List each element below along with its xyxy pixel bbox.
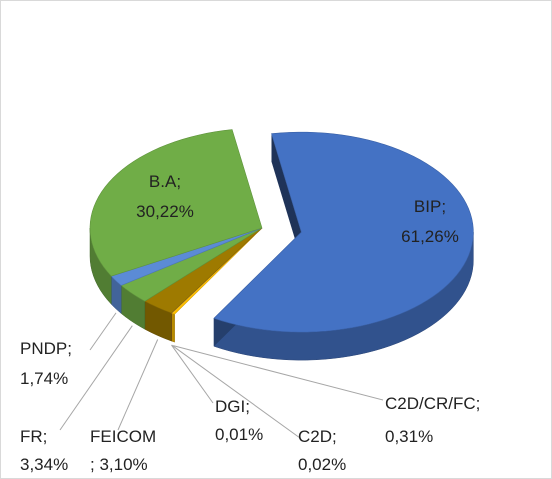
data-label: C2D/CR/FC; <box>385 394 480 413</box>
category-name: PNDP <box>20 339 67 358</box>
category-name: FEICOM <box>90 427 156 446</box>
label-separator: ; <box>332 427 337 446</box>
data-label: BIP; <box>414 197 446 216</box>
value-label: 61,26% <box>401 227 459 246</box>
data-label: C2D; <box>298 427 337 446</box>
slice <box>120 227 263 302</box>
label-separator: ; <box>43 427 48 446</box>
leader-line <box>173 345 384 401</box>
data-label: ; 3,10% <box>90 455 148 474</box>
slice <box>89 129 263 277</box>
category-name: DGI <box>215 397 245 416</box>
data-label: 30,22% <box>136 202 194 221</box>
category-name: C2D/CR/FC <box>385 394 476 413</box>
leader-line <box>59 325 133 431</box>
value-label: 30,22% <box>136 202 194 221</box>
data-label: 3,34% <box>20 455 68 474</box>
value-label: 3,34% <box>20 455 68 474</box>
data-label: 61,26% <box>401 227 459 246</box>
data-label: FEICOM <box>90 427 156 446</box>
data-label: 0,31% <box>385 427 433 446</box>
label-separator: ; <box>67 339 72 358</box>
leader-line <box>89 312 117 351</box>
value-label: 0,02% <box>298 455 346 474</box>
label-separator: ; <box>476 394 481 413</box>
slice-side <box>171 312 175 343</box>
slice-tops <box>89 129 474 333</box>
slice-side <box>271 133 302 261</box>
value-label: 0,31% <box>385 427 433 446</box>
data-labels: BIP; 61,26% C2D/CR/FC; 0,31% C2D; 0,02% DGI; 0,… <box>20 172 480 474</box>
leader-line <box>117 339 159 431</box>
data-label: 0,01% <box>215 425 263 444</box>
data-label: 1,74% <box>20 369 68 388</box>
data-label: B.A; <box>149 172 181 191</box>
category-name: B.A <box>149 172 177 191</box>
leader-line <box>171 344 214 404</box>
label-separator: ; <box>245 397 250 416</box>
data-label: DGI; <box>215 397 250 416</box>
slice <box>213 131 474 333</box>
value-label: 0,01% <box>215 425 263 444</box>
category-name: C2D <box>298 427 332 446</box>
leader-line <box>171 344 301 439</box>
label-separator: ; <box>90 455 95 474</box>
label-separator: ; <box>441 197 446 216</box>
value-label: 1,74% <box>20 369 68 388</box>
value-label: 3,10% <box>99 455 147 474</box>
category-name: FR <box>20 427 43 446</box>
data-label: FR; <box>20 427 47 446</box>
data-label: 0,02% <box>298 455 346 474</box>
label-separator: ; <box>176 172 181 191</box>
data-label: PNDP; <box>20 339 72 358</box>
category-name: BIP <box>414 197 441 216</box>
